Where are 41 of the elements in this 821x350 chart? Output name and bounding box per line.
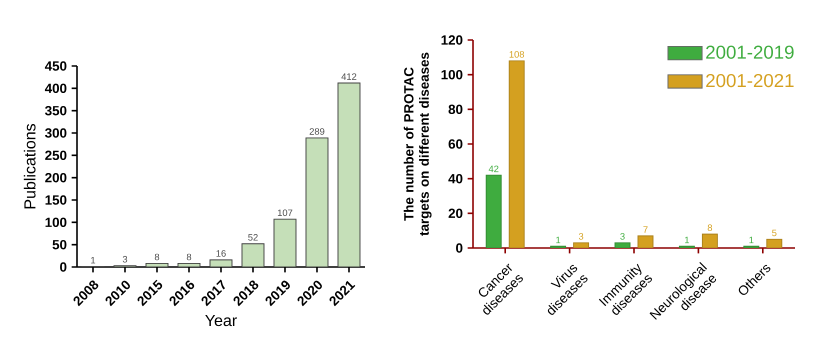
y-tick-label: 450 (44, 61, 66, 71)
data-label: 108 (510, 51, 524, 58)
y-tick-label: 200 (45, 172, 66, 182)
y-tick-label: 400 (44, 84, 66, 94)
data-label: 5 (772, 230, 776, 236)
y-tick-label: 80 (448, 104, 462, 114)
data-label: 3 (620, 233, 625, 240)
y-tick-label: 350 (45, 106, 66, 116)
data-label: 7 (643, 226, 648, 233)
data-label: 42 (488, 166, 498, 172)
data-label: 16 (216, 250, 226, 257)
y-tick-label: 0 (60, 262, 66, 272)
data-label: 1 (556, 236, 560, 244)
data-label: 1 (685, 236, 690, 244)
y-tick-label: 150 (46, 195, 66, 205)
y-axis-title: The number of PROTAC targets on different diseases (404, 52, 432, 236)
data-label: 107 (278, 209, 292, 216)
y-tick-label: 100 (46, 218, 66, 228)
y-tick-label: 20 (448, 208, 462, 218)
data-label: 8 (708, 224, 712, 231)
data-label: 8 (154, 254, 160, 260)
data-label: 3 (578, 233, 584, 240)
y-tick-label: 50 (52, 240, 66, 250)
data-label: 1 (749, 236, 754, 244)
data-label: 52 (248, 234, 258, 241)
data-label: 412 (341, 73, 356, 80)
y-tick-label: 120 (442, 35, 462, 45)
y-tick-label: 60 (448, 139, 462, 149)
data-label: 289 (310, 128, 324, 135)
x-axis-title: Year (205, 314, 237, 326)
y-axis-title: Publications (24, 124, 36, 208)
y-tick-label: 250 (45, 150, 66, 160)
y-tick-label: 100 (442, 70, 462, 80)
y-tick-label: 300 (45, 128, 66, 138)
data-label: 8 (186, 254, 192, 260)
data-label: 1 (91, 257, 96, 264)
data-label: 3 (122, 256, 128, 263)
y-tick-label: 0 (456, 243, 462, 253)
y-tick-label: 40 (448, 174, 462, 184)
legend-label: 2001-2019 (706, 46, 794, 59)
legend-label: 2001-2021 (706, 74, 794, 88)
